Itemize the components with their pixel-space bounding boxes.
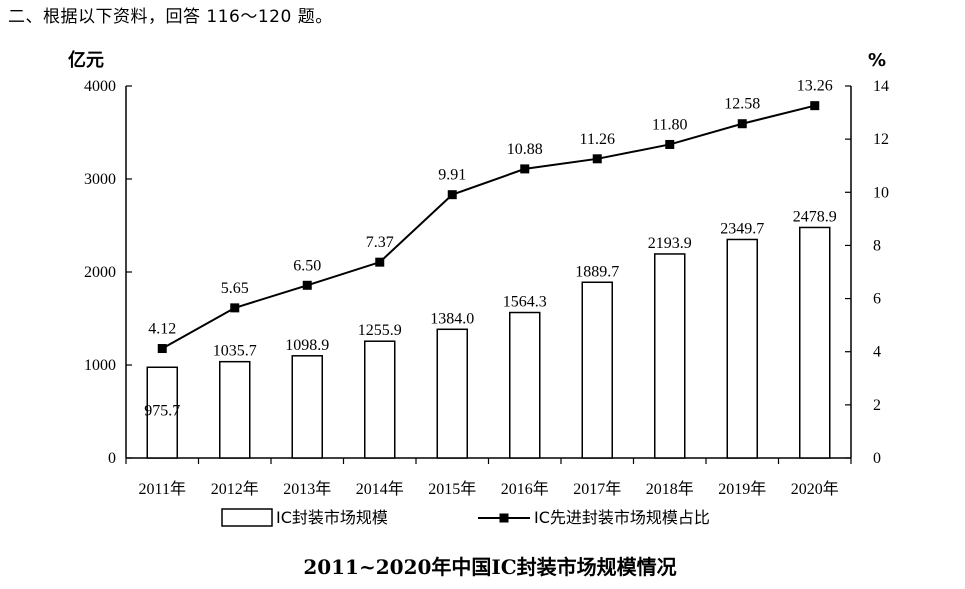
line-advanced-packaging-share — [161, 104, 815, 350]
line-point-marker — [592, 154, 602, 164]
line-point-marker — [375, 257, 385, 267]
left-tick-label: 1000 — [84, 357, 116, 374]
line-point-marker — [665, 139, 675, 149]
line-point-marker — [302, 280, 312, 290]
line-point-marker — [447, 190, 457, 200]
line-point-marker — [810, 101, 820, 111]
right-tick-label: 12 — [873, 131, 889, 148]
intro-text: 二、根据以下资料，回答 116～120 题。 — [8, 7, 333, 27]
bar-data-label: 1035.7 — [213, 343, 257, 360]
bar-data-label: 1564.3 — [503, 294, 547, 311]
bar-ic-packaging-size — [509, 311, 541, 459]
left-tick-label: 4000 — [84, 78, 116, 95]
line-data-label: 13.26 — [797, 78, 833, 95]
line-data-label: 6.50 — [293, 257, 321, 274]
line-point-marker — [737, 119, 747, 129]
line-data-label: 12.58 — [724, 96, 760, 113]
line-data-label: 4.12 — [148, 321, 176, 338]
bar-data-label: 1098.9 — [285, 337, 329, 354]
right-tick-label: 0 — [873, 450, 881, 467]
bar-data-label: 2193.9 — [648, 235, 692, 252]
bar-data-label: 1889.7 — [575, 263, 619, 280]
bar-ic-packaging-size — [799, 226, 831, 459]
right-tick-label: 4 — [873, 344, 881, 361]
legend-line-label: IC先进封装市场规模占比 — [534, 508, 710, 527]
bar-ic-packaging-size — [726, 238, 758, 459]
bar-ic-packaging-size — [654, 253, 686, 459]
bar-data-label: 1255.9 — [358, 322, 402, 339]
x-tick-label: 2017年 — [573, 480, 621, 498]
legend-bar-label: IC封装市场规模 — [276, 508, 388, 527]
right-tick-label: 10 — [873, 184, 889, 201]
right-tick-label: 6 — [873, 291, 881, 308]
x-tick-label: 2019年 — [718, 480, 766, 498]
x-tick-label: 2016年 — [501, 480, 549, 498]
right-tick-label: 2 — [873, 397, 881, 414]
line-data-label: 11.26 — [580, 131, 615, 148]
x-tick-label: 2020年 — [791, 480, 839, 498]
x-tick-label: 2012年 — [211, 480, 259, 498]
line-data-label: 10.88 — [507, 141, 543, 158]
left-axis-unit: 亿元 — [68, 49, 104, 71]
bar-data-label: 2478.9 — [793, 208, 837, 225]
bar-ic-packaging-size — [219, 360, 251, 459]
left-tick-label: 3000 — [84, 171, 116, 188]
bar-ic-packaging-size — [581, 281, 613, 459]
line-point-marker — [230, 303, 240, 313]
bar-data-label: 975.7 — [144, 402, 180, 419]
left-tick-label: 2000 — [84, 264, 116, 281]
line-point-marker — [520, 164, 530, 174]
right-tick-label: 8 — [873, 237, 881, 254]
legend-bar-swatch — [221, 508, 273, 527]
x-tick-label: 2013年 — [283, 480, 331, 498]
bar-ic-packaging-size — [364, 340, 396, 459]
left-tick-label: 0 — [108, 450, 116, 467]
line-point-marker — [157, 344, 167, 354]
line-data-label: 7.37 — [366, 234, 394, 251]
right-axis-unit: % — [868, 50, 886, 71]
bar-ic-packaging-size — [146, 366, 178, 459]
x-tick-label: 2014年 — [356, 480, 404, 498]
right-tick-label: 14 — [873, 78, 889, 95]
bar-data-label: 2349.7 — [720, 220, 764, 237]
bar-data-label: 1384.0 — [430, 310, 474, 327]
bar-ic-packaging-size — [436, 328, 468, 459]
line-data-label: 9.91 — [438, 167, 466, 184]
legend-line-marker — [499, 513, 509, 523]
bar-ic-packaging-size — [291, 355, 323, 459]
x-tick-label: 2018年 — [646, 480, 694, 498]
chart-title: 2011~2020年中国IC封装市场规模情况 — [303, 555, 676, 579]
x-tick-label: 2011年 — [139, 480, 186, 498]
line-data-label: 11.80 — [652, 116, 687, 133]
line-data-label: 5.65 — [221, 280, 249, 297]
x-tick-label: 2015年 — [428, 480, 476, 498]
